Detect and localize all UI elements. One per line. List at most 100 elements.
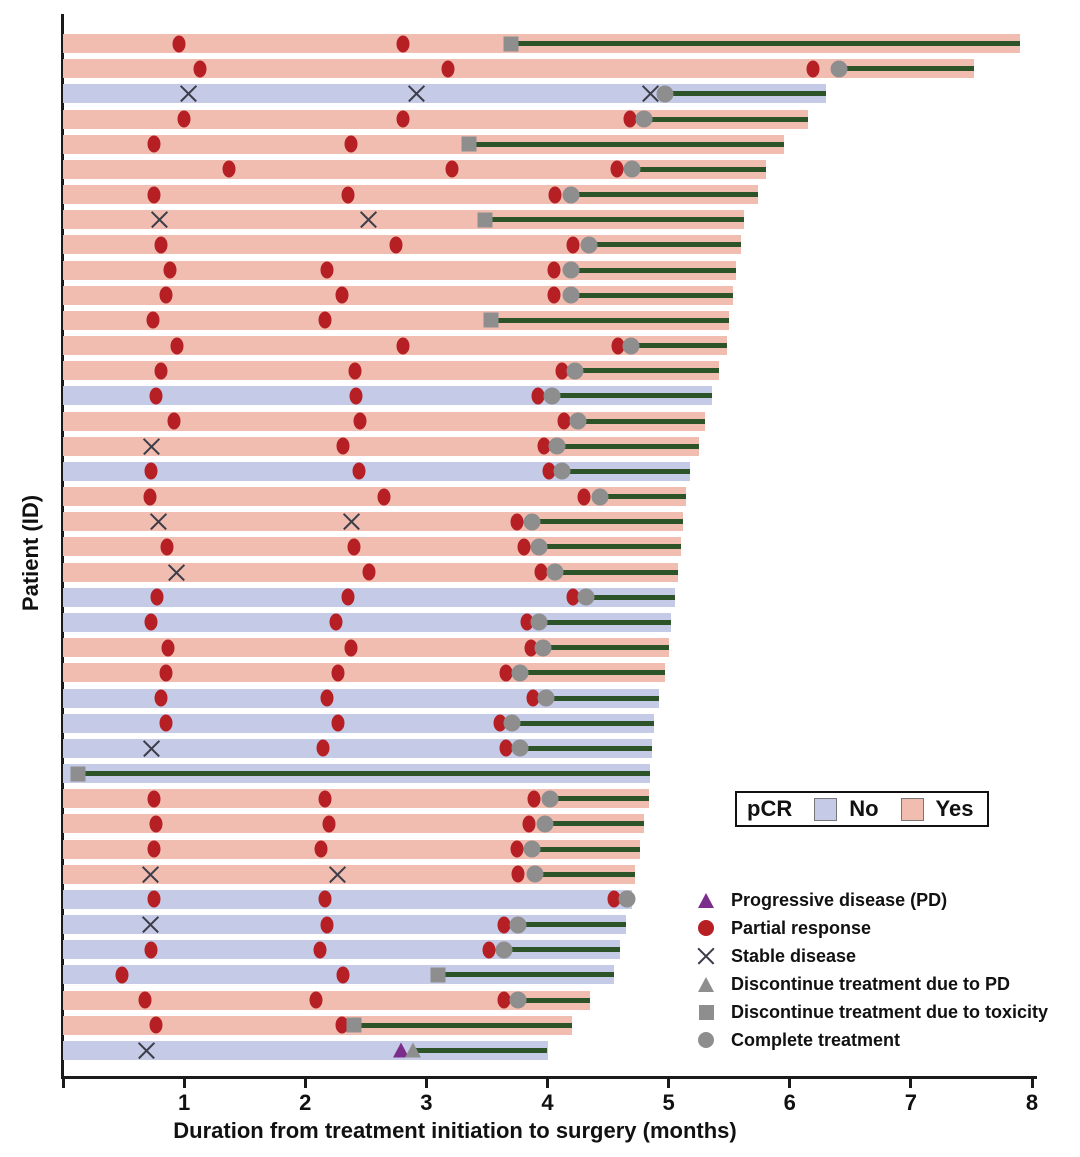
partial-response-marker (349, 387, 363, 405)
partial-response-marker (144, 613, 158, 631)
partial-response-marker (154, 362, 168, 380)
stable-disease-marker (141, 865, 160, 884)
partial-response-marker (159, 286, 173, 304)
post-treatment-line (539, 544, 681, 550)
partial-response-marker (348, 362, 362, 380)
partial-response-marker (147, 890, 161, 908)
partial-response-marker (547, 286, 561, 304)
progressive-disease-icon (698, 892, 714, 908)
patient-bar (63, 688, 659, 708)
patient-bar (63, 990, 590, 1010)
post-treatment-line (77, 771, 651, 776)
patient-bar (63, 461, 691, 481)
partial-response-marker (320, 261, 334, 279)
stable-disease-icon (697, 947, 716, 966)
complete-treatment-marker (495, 941, 513, 959)
partial-response-marker (144, 941, 158, 959)
post-treatment-line (557, 443, 699, 449)
partial-response-marker (548, 186, 562, 204)
partial-response-marker (497, 916, 511, 934)
partial-response-marker (522, 815, 536, 833)
patient-bar (63, 1015, 572, 1035)
y-axis-title: Patient (ID) (18, 494, 43, 612)
patient-bar (63, 839, 640, 859)
complete-treatment-marker (543, 387, 561, 405)
post-treatment-line (518, 997, 590, 1003)
patient-bar (63, 210, 744, 230)
toxicity-discontinue-marker (503, 36, 519, 52)
post-treatment-line (546, 695, 659, 701)
post-treatment-line (518, 922, 627, 928)
patient-bar (63, 814, 645, 834)
partial-response-marker (347, 538, 361, 556)
stable-disease-marker (137, 1041, 156, 1060)
partial-response-icon (698, 920, 714, 936)
toxicity-discontinue-marker (346, 1017, 362, 1033)
partial-response-marker (318, 890, 332, 908)
complete-treatment-marker (635, 110, 653, 128)
partial-response-marker (146, 311, 160, 329)
complete-treatment-marker (591, 488, 609, 506)
x-tick-label: 3 (420, 1090, 433, 1115)
complete-treatment-marker (530, 538, 548, 556)
x-tick (182, 1079, 186, 1088)
patient-bar (63, 185, 759, 205)
partial-response-marker (493, 714, 507, 732)
x-tick (909, 1079, 913, 1088)
stable-disease-marker (141, 915, 160, 934)
post-treatment-line (353, 1022, 572, 1028)
post-treatment-line (549, 796, 650, 802)
partial-response-marker (555, 362, 569, 380)
partial-response-marker (318, 311, 332, 329)
partial-response-marker (335, 1016, 349, 1034)
partial-response-marker (193, 60, 207, 78)
post-treatment-line (839, 66, 974, 72)
patient-bar (63, 310, 730, 330)
complete-treatment-marker (541, 790, 559, 808)
pcr-legend-title: pCR (747, 796, 793, 821)
legend-item-complete-treatment: Complete treatment (693, 1026, 1048, 1054)
post-treatment-line (468, 141, 784, 147)
partial-response-marker (336, 966, 350, 984)
patient-bar (63, 1040, 548, 1060)
partial-response-marker (377, 488, 391, 506)
partial-response-marker (314, 840, 328, 858)
partial-response-marker (222, 160, 236, 178)
partial-response-marker (353, 412, 367, 430)
complete-treatment-marker (562, 186, 579, 204)
partial-response-marker (806, 60, 820, 78)
x-tick (667, 1079, 671, 1088)
complete-treatment-marker (511, 664, 529, 682)
partial-response-marker (610, 160, 624, 178)
patient-bar (63, 915, 627, 935)
x-tick (1030, 1079, 1034, 1088)
patient-bar (63, 940, 621, 960)
stable-disease-marker (142, 437, 161, 456)
patient-bar (63, 889, 633, 909)
patient-bar (63, 789, 650, 809)
complete-treatment-marker (523, 840, 541, 858)
patient-bar (63, 84, 827, 104)
complete-treatment-marker (511, 739, 529, 757)
partial-response-marker (160, 538, 174, 556)
partial-response-marker (149, 815, 163, 833)
x-tick-label: 2 (299, 1090, 312, 1115)
partial-response-marker (159, 664, 173, 682)
post-treatment-line (512, 720, 655, 726)
partial-response-marker (147, 135, 161, 153)
partial-response-marker (396, 35, 410, 53)
complete-treatment-marker (530, 613, 548, 631)
pcr-legend-item-yes: Yes (900, 796, 973, 822)
partial-response-marker (322, 815, 336, 833)
stable-disease-marker (167, 563, 186, 582)
post-treatment-line (545, 821, 645, 827)
complete-treatment-marker (562, 261, 579, 279)
post-treatment-line (577, 418, 705, 424)
post-treatment-line (664, 91, 827, 97)
partial-response-marker (163, 261, 177, 279)
patient-bar (63, 411, 705, 431)
partial-response-marker (336, 437, 350, 455)
complete-treatment-marker (536, 815, 554, 833)
x-axis (61, 1076, 1037, 1079)
x-tick-label: 5 (662, 1090, 675, 1115)
